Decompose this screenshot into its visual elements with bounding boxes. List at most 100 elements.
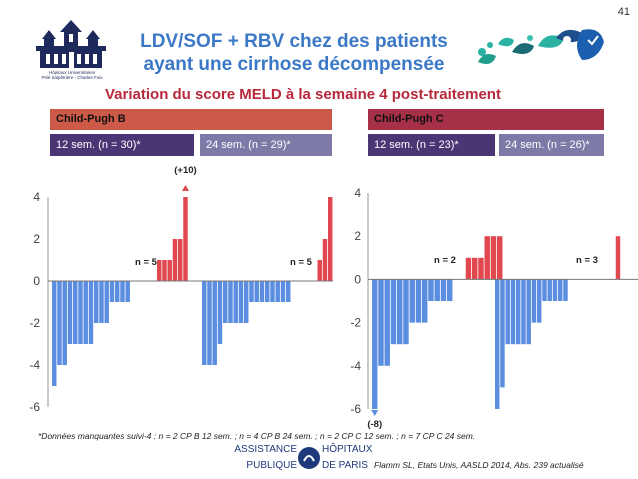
header-c-24-weeks: 24 sem. (n = 26)* <box>499 134 604 156</box>
negative-bar <box>495 279 500 409</box>
positive-bar <box>162 260 167 281</box>
negative-bar <box>104 281 109 323</box>
citation: Flamm SL, Etats Unis, AASLD 2014, Abs. 2… <box>374 460 584 470</box>
positive-bar <box>328 197 333 281</box>
negative-bar <box>384 279 390 366</box>
y-tick-label: -4 <box>350 359 361 373</box>
hospital-name-line1: Hôpitaux Universitaires <box>48 70 96 75</box>
negative-bar <box>249 281 254 302</box>
negative-bar <box>52 281 57 386</box>
white-dot-icon <box>563 36 571 44</box>
negative-bar <box>409 279 415 323</box>
down-arrow-icon <box>371 410 379 416</box>
negative-bar <box>542 279 547 301</box>
hospital-logo <box>30 20 112 90</box>
negative-bar <box>447 279 453 301</box>
negative-bar <box>531 279 537 323</box>
negative-bar <box>521 279 526 345</box>
building-icon <box>36 20 106 68</box>
negative-bar <box>265 281 270 302</box>
aphp-ship-icon <box>303 455 315 462</box>
negative-bar <box>428 279 434 301</box>
y-tick-label: 4 <box>354 186 361 200</box>
positive-bar <box>615 236 621 280</box>
negative-bar <box>372 279 378 409</box>
negative-bar <box>233 281 238 323</box>
negative-bar <box>238 281 244 323</box>
negative-bar <box>516 279 521 345</box>
title-line1: LDV/SOF + RBV chez des patients <box>140 31 448 52</box>
negative-bar <box>115 281 120 302</box>
negative-bar <box>286 281 291 302</box>
negative-bar <box>73 281 78 344</box>
aphp-line3: HÔPITAUX <box>322 442 373 455</box>
negative-bar <box>505 279 510 345</box>
negative-bar <box>207 281 212 365</box>
header-b-12-weeks: 12 sem. (n = 30)* <box>50 134 194 156</box>
negative-bar <box>259 281 265 302</box>
teal-dot-icon <box>527 35 533 41</box>
hospital-name: Hôpitaux Universitaires Pitié Salpêtrièr… <box>30 70 114 80</box>
negative-bar <box>57 281 62 365</box>
positive-bar <box>183 197 188 281</box>
header-c-12-weeks: 12 sem. (n = 23)* <box>368 134 495 156</box>
negative-bar <box>120 281 125 302</box>
y-tick-label: 2 <box>354 229 361 243</box>
y-tick-label: 0 <box>33 274 40 288</box>
negative-bar <box>223 281 228 323</box>
y-tick-label: 2 <box>33 232 40 246</box>
negative-bar <box>280 281 286 302</box>
positive-bar <box>167 260 172 281</box>
negative-bar <box>125 281 130 302</box>
negative-bar <box>563 279 568 301</box>
negative-bar <box>378 279 384 366</box>
header-b-24-weeks: 24 sem. (n = 29)* <box>200 134 332 156</box>
negative-bar <box>422 279 428 323</box>
positive-bar <box>484 236 490 280</box>
negative-bar <box>415 279 422 323</box>
check-icon <box>587 35 599 46</box>
negative-bar <box>202 281 207 365</box>
up-arrow-icon <box>181 185 189 191</box>
y-tick-label: -2 <box>29 316 40 330</box>
slide-title: LDV/SOF + RBV chez des patients ayant un… <box>118 30 470 76</box>
positive-bar <box>472 257 478 280</box>
negative-bar <box>83 281 88 344</box>
teal-dot-icon <box>487 42 493 48</box>
count-label: n = 3 <box>576 255 598 266</box>
positive-bar <box>172 239 178 281</box>
aphp-line4: DE PARIS <box>322 460 368 471</box>
footnote: *Données manquantes suivi-4 : n = 2 CP B… <box>38 431 476 441</box>
leaf-icon <box>498 37 514 47</box>
negative-bar <box>228 281 233 323</box>
positive-bar <box>178 239 183 281</box>
negative-bar <box>537 279 542 323</box>
leaf-icon <box>478 54 496 64</box>
negative-bar <box>94 281 99 323</box>
teal-dot-icon <box>478 48 486 56</box>
y-tick-label: -6 <box>29 400 40 414</box>
negative-bar <box>275 281 280 302</box>
negative-bar <box>78 281 83 344</box>
y-tick-label: -4 <box>29 358 40 372</box>
positive-bar <box>465 257 472 280</box>
positive-bar <box>317 260 322 281</box>
aphp-line2: PUBLIQUE <box>246 460 297 471</box>
outlier-annotation: (+10) <box>174 165 196 176</box>
outlier-annotation: (-8) <box>367 419 382 430</box>
negative-bar <box>510 279 516 345</box>
positive-bar <box>322 239 328 281</box>
negative-bar <box>403 279 409 345</box>
aphp-line1: ASSISTANCE <box>234 444 297 455</box>
hospital-name-line2: Pitié Salpêtrière - Charles Foix <box>41 75 103 80</box>
negative-bar <box>440 279 447 301</box>
negative-bar <box>270 281 275 302</box>
positive-bar <box>497 236 503 280</box>
negative-bar <box>217 281 223 344</box>
leaf-icon <box>512 43 534 54</box>
positive-bar <box>157 260 162 281</box>
negative-bar <box>500 279 505 388</box>
negative-bar <box>99 281 104 323</box>
negative-bar <box>397 279 403 345</box>
